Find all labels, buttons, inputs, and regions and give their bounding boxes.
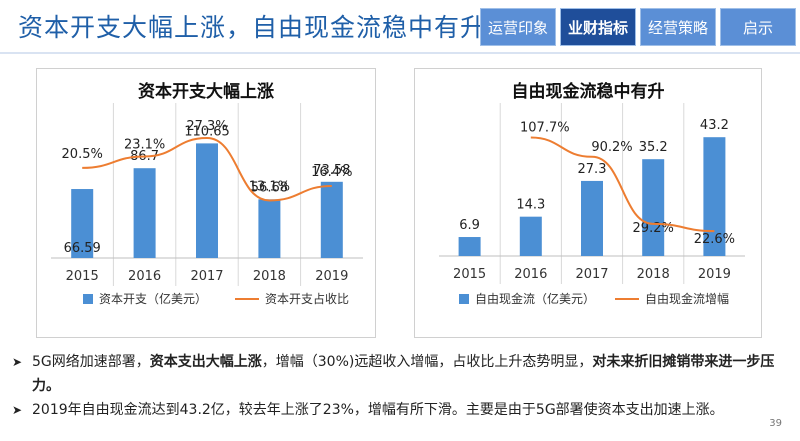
tab-financial-indicators[interactable]: 业财指标 <box>560 8 636 46</box>
bar-data-label: 14.3 <box>516 198 545 213</box>
header-divider <box>0 52 800 54</box>
bar-data-label: 73.58 <box>313 163 350 178</box>
legend-bar-swatch <box>83 294 93 304</box>
legend-bar-swatch <box>459 294 469 304</box>
line-data-label: 22.6% <box>694 232 735 247</box>
bar-data-label: 56.68 <box>251 180 288 195</box>
bullet-fcf-text: 2019年自由现金流达到43.2亿，较去年上涨了23%，增幅有所下滑。主要是由于… <box>32 402 724 418</box>
capex-chart: 201566.5920.5%201686.723.1%2017110.6527.… <box>51 103 363 306</box>
bar-data-label: 43.2 <box>700 118 729 133</box>
legend-bar-label: 自由现金流（亿美元） <box>475 291 595 306</box>
line-series <box>530 136 715 233</box>
bullet-fcf: ➤ 2019年自由现金流达到43.2亿，较去年上涨了23%，增幅有所下滑。主要是… <box>8 398 778 422</box>
line-data-label: 16.4% <box>311 165 352 180</box>
capex-chart-title: 资本开支大幅上涨 <box>138 82 274 102</box>
bar-data-label: 110.65 <box>184 124 230 139</box>
bar <box>703 137 726 256</box>
page-title: 资本开支大幅上涨，自由现金流稳中有升 <box>18 13 487 42</box>
bullet-capex-text-4: 对未来折旧摊销带来进一步压力。 <box>32 354 775 394</box>
line-data-label: 20.5% <box>62 147 103 162</box>
bar <box>642 159 665 256</box>
tab-operations-impression[interactable]: 运营印象 <box>480 8 556 46</box>
bar <box>258 199 281 258</box>
line-series <box>82 137 332 202</box>
bar <box>320 181 343 258</box>
bar-data-label: 6.9 <box>459 218 480 233</box>
legend-line-label: 自由现金流增幅 <box>645 291 729 306</box>
x-tick-label: 2016 <box>514 267 547 282</box>
tab-insights[interactable]: 启示 <box>720 8 796 46</box>
arrow-bullet-icon: ➤ <box>12 355 23 369</box>
x-tick-label: 2018 <box>637 267 670 282</box>
fcf-chart-title: 自由现金流稳中有升 <box>511 82 665 102</box>
x-tick-label: 2019 <box>315 269 348 284</box>
line-data-label: 90.2% <box>591 140 632 155</box>
x-tick-label: 2016 <box>128 269 161 284</box>
line-data-label: 23.1% <box>124 138 165 153</box>
fcf-chart-panel: 自由现金流稳中有升 2015 6.9 2016 14.3 107.7% 2017 27.3 9… <box>414 68 762 338</box>
x-tick-label: 2015 <box>453 267 486 282</box>
bullet-capex: ➤ 5G网络加速部署，资本支出大幅上涨，增幅（30%)远超收入增幅，占收比上升态… <box>8 350 778 398</box>
x-tick-label: 2015 <box>66 269 99 284</box>
bar <box>581 180 603 256</box>
x-tick-label: 2018 <box>253 269 286 284</box>
bar <box>71 189 94 258</box>
capex-chart-panel: 资本开支大幅上涨 2015 66.59 20.5% 2016 86.7 23.1% 2017… <box>36 68 376 338</box>
x-tick-label: 2017 <box>575 267 608 282</box>
x-tick-label: 2017 <box>190 269 223 284</box>
line-data-label: 107.7% <box>520 121 570 136</box>
bar <box>519 216 542 256</box>
line-data-label: 27.3% <box>186 119 227 134</box>
legend-bar-label: 资本开支（亿美元） <box>99 291 207 306</box>
bar-data-label: 35.2 <box>639 140 668 155</box>
bullet-capex-text-1: 5G网络加速部署， <box>32 354 150 370</box>
page-number: 39 <box>769 418 782 429</box>
tab-business-strategy[interactable]: 经营策略 <box>640 8 716 46</box>
bullet-capex-text-2: 资本支出大幅上涨 <box>149 354 262 370</box>
bar-data-label: 66.59 <box>64 241 101 256</box>
bar <box>196 143 218 258</box>
legend-line-label: 资本开支占收比 <box>265 291 349 306</box>
x-tick-label: 2019 <box>698 267 731 282</box>
bar-data-label: 27.3 <box>578 162 607 177</box>
bullet-capex-text-3: ，增幅（30%)远超收入增幅，占收比上升态势明显， <box>261 354 593 370</box>
line-data-label: 13.1% <box>249 179 290 194</box>
bar <box>133 168 156 258</box>
summary-bullets: ➤ 5G网络加速部署，资本支出大幅上涨，增幅（30%)远超收入增幅，占收比上升态… <box>8 350 778 422</box>
bar <box>458 237 481 256</box>
arrow-bullet-icon: ➤ <box>12 403 23 417</box>
fcf-chart: 2015 6.9 2016 14.3 107.7% 2017 27.3 90.2% 2018 35… <box>439 103 745 306</box>
section-nav: 运营印象 业财指标 经营策略 启示 <box>480 8 796 46</box>
